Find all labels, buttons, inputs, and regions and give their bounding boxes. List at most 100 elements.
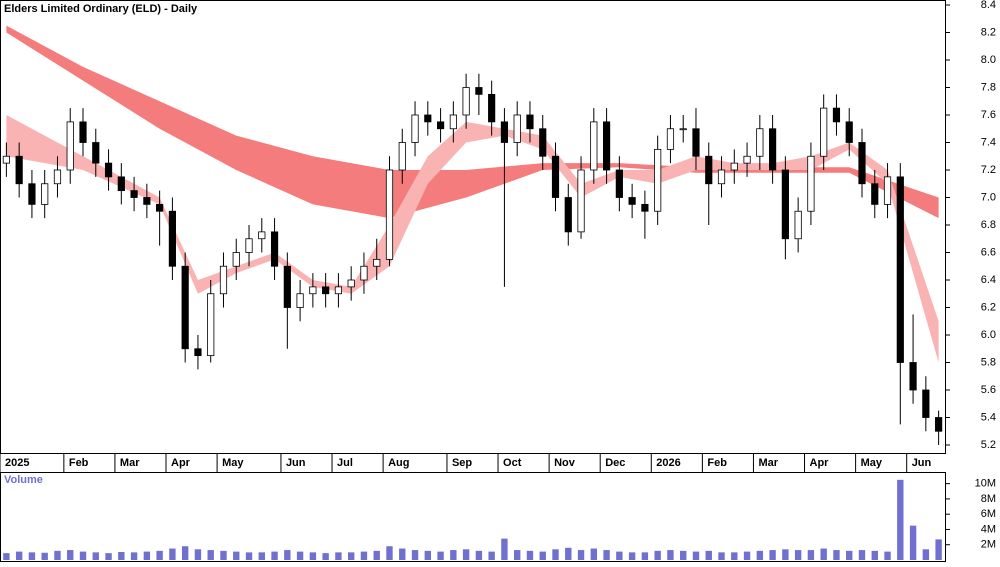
x-tick-label: Feb: [69, 457, 89, 469]
y-tick-label: 7.4: [981, 136, 996, 148]
volume-bar: [526, 550, 534, 560]
candle-body: [143, 197, 151, 205]
volume-bar: [309, 552, 317, 560]
volume-bar: [386, 546, 393, 560]
volume-bar: [220, 550, 227, 560]
y-tick-label: 5.8: [981, 356, 996, 368]
candle-body: [283, 265, 291, 308]
candle-body: [92, 142, 100, 164]
x-tick-label: Oct: [503, 457, 522, 469]
volume-bar: [54, 550, 61, 560]
x-tick-label: 2026: [656, 457, 680, 469]
volume-bar: [871, 550, 878, 560]
candle-body: [488, 93, 496, 123]
candle-body: [730, 162, 738, 171]
volume-bar: [718, 552, 725, 560]
volume-tick-label: 4M: [981, 523, 996, 535]
candle-body: [398, 142, 406, 171]
volume-bar: [577, 550, 585, 560]
volume-bar: [743, 551, 751, 560]
x-tick-label: May: [861, 457, 883, 469]
volume-bar: [207, 550, 214, 560]
candle-body: [666, 128, 675, 150]
candle-body: [258, 231, 266, 240]
y-tick-label: 7.6: [981, 109, 996, 121]
volume-bar: [92, 552, 99, 560]
volume-bar: [769, 550, 776, 560]
chart-title: Elders Limited Ordinary (ELD) - Daily: [4, 3, 198, 15]
volume-bar: [424, 550, 431, 560]
candle-body: [679, 128, 687, 131]
volume-bar: [935, 539, 942, 560]
candle-body: [577, 169, 585, 233]
volume-bar: [360, 551, 368, 560]
volume-bar: [450, 550, 457, 560]
volume-tick-label: 8M: [981, 493, 996, 505]
candle-body: [156, 203, 164, 212]
volume-bar: [692, 551, 700, 560]
volume-bar: [782, 549, 789, 560]
candle-body: [641, 203, 649, 212]
volume-bar: [233, 551, 240, 560]
candle-body: [807, 155, 815, 212]
volume-bar: [258, 552, 265, 560]
volume-bar: [628, 552, 636, 560]
candle-body: [602, 121, 611, 171]
candle-body: [28, 183, 36, 205]
candle-body: [794, 210, 802, 240]
x-tick-label: Dec: [605, 457, 625, 469]
y-tick-label: 6.0: [981, 329, 996, 341]
candle-body: [832, 107, 841, 123]
candle-body: [181, 265, 189, 350]
candle-body: [769, 128, 777, 171]
candle-body: [360, 265, 368, 281]
candle-body: [858, 142, 866, 185]
volume-bar: [143, 551, 151, 560]
volume-bar: [667, 550, 674, 560]
candle-body: [41, 183, 49, 205]
y-tick-label: 8.2: [981, 26, 996, 38]
candle-body: [871, 183, 879, 205]
candle-body: [551, 155, 560, 198]
candle-body: [168, 210, 176, 267]
y-tick-label: 5.4: [981, 411, 996, 423]
volume-panel: [0, 472, 946, 562]
volume-bar: [462, 549, 470, 560]
volume-bar: [807, 550, 815, 560]
x-tick-label: May: [222, 457, 244, 469]
volume-bar: [756, 550, 764, 560]
x-tick-label: Feb: [707, 457, 727, 469]
candle-body: [449, 114, 457, 130]
candle-body: [104, 162, 113, 178]
volume-bar: [411, 550, 419, 560]
volume-bar: [897, 479, 904, 560]
volume-bar: [156, 550, 163, 560]
x-tick-label: Mar: [120, 457, 140, 469]
candle-body: [705, 155, 713, 185]
candle-body: [500, 121, 509, 143]
candle-body: [513, 114, 521, 143]
candle-body: [615, 169, 623, 198]
volume-bar: [130, 552, 138, 560]
candle-body: [436, 121, 445, 130]
x-tick-label: Aug: [388, 457, 409, 469]
volume-bar: [539, 551, 546, 560]
volume-bar: [245, 552, 253, 560]
x-tick-label: Jun: [912, 457, 932, 469]
candle-body: [820, 107, 828, 157]
volume-bar: [603, 550, 610, 560]
candle-body: [411, 114, 419, 143]
volume-bar: [437, 551, 444, 560]
candle-body: [475, 87, 483, 95]
candle-body: [845, 121, 853, 143]
candle-body: [424, 114, 432, 123]
y-tick-label: 7.0: [981, 191, 996, 203]
candle-body: [245, 238, 253, 253]
x-tick-label: Sep: [452, 457, 472, 469]
volume-bar: [731, 552, 738, 560]
candle-body: [373, 258, 381, 267]
candle-body: [15, 155, 23, 185]
volume-tick-label: 10M: [975, 478, 996, 490]
candle-body: [526, 114, 534, 130]
candle-body: [232, 252, 240, 267]
